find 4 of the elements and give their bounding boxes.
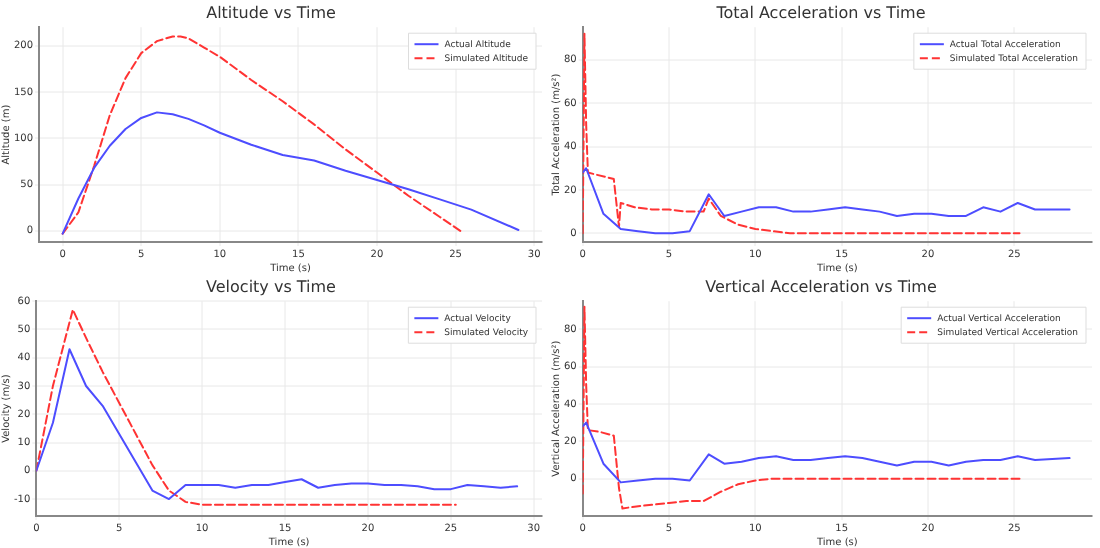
chart-title: Altitude vs Time (206, 3, 336, 22)
chart-title: Velocity vs Time (206, 277, 337, 296)
chart-title: Total Acceleration vs Time (714, 3, 926, 22)
chart-title: Vertical Acceleration vs Time (705, 277, 937, 296)
